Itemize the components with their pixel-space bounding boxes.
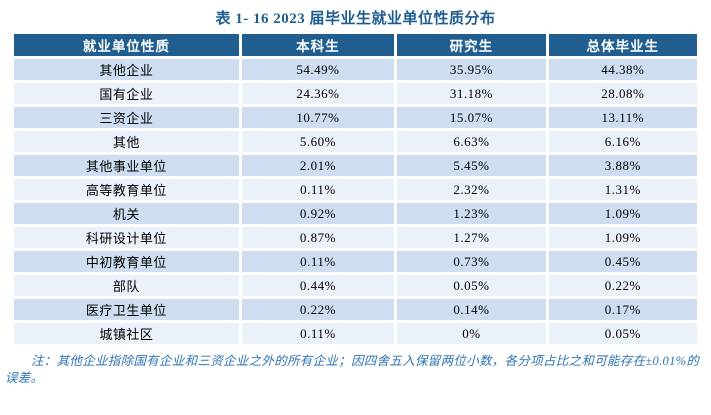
unit-type-cell: 医疗卫生单位	[14, 299, 239, 320]
table-header-row: 就业单位性质 本科生 研究生 总体毕业生	[14, 34, 697, 56]
percentage-cell: 0.92%	[241, 203, 395, 224]
percentage-cell: 0.14%	[397, 299, 546, 320]
percentage-cell: 1.27%	[397, 227, 546, 248]
unit-type-cell: 国有企业	[14, 83, 239, 104]
percentage-cell: 31.18%	[397, 83, 546, 104]
percentage-cell: 0%	[397, 323, 546, 344]
percentage-cell: 0.05%	[397, 275, 546, 296]
percentage-cell: 0.05%	[548, 323, 697, 344]
percentage-cell: 24.36%	[241, 83, 395, 104]
table-row: 机关 0.92% 1.23% 1.09%	[14, 203, 697, 224]
percentage-cell: 0.11%	[241, 179, 395, 200]
percentage-cell: 44.38%	[548, 59, 697, 80]
percentage-cell: 5.60%	[241, 131, 395, 152]
unit-type-cell: 科研设计单位	[14, 227, 239, 248]
percentage-cell: 1.09%	[548, 203, 697, 224]
table-row: 其他 5.60% 6.63% 6.16%	[14, 131, 697, 152]
table-row: 其他企业 54.49% 35.95% 44.38%	[14, 59, 697, 80]
unit-type-cell: 三资企业	[14, 107, 239, 128]
page-title: 表 1- 16 2023 届毕业生就业单位性质分布	[215, 11, 496, 27]
unit-type-cell: 其他事业单位	[14, 155, 239, 176]
percentage-cell: 0.11%	[241, 251, 395, 272]
table-row: 高等教育单位 0.11% 2.32% 1.31%	[14, 179, 697, 200]
percentage-cell: 0.11%	[241, 323, 395, 344]
percentage-cell: 2.32%	[397, 179, 546, 200]
table-row: 城镇社区 0.11% 0% 0.05%	[14, 323, 697, 344]
percentage-cell: 0.87%	[241, 227, 395, 248]
percentage-cell: 15.07%	[397, 107, 546, 128]
percentage-cell: 0.17%	[548, 299, 697, 320]
percentage-cell: 0.44%	[241, 275, 395, 296]
unit-type-cell: 高等教育单位	[14, 179, 239, 200]
percentage-cell: 13.11%	[548, 107, 697, 128]
percentage-cell: 35.95%	[397, 59, 546, 80]
percentage-cell: 1.31%	[548, 179, 697, 200]
unit-type-cell: 其他企业	[14, 59, 239, 80]
percentage-cell: 0.22%	[241, 299, 395, 320]
table-row: 国有企业 24.36% 31.18% 28.08%	[14, 83, 697, 104]
percentage-cell: 5.45%	[397, 155, 546, 176]
percentage-cell: 6.63%	[397, 131, 546, 152]
unit-type-cell: 部队	[14, 275, 239, 296]
unit-type-cell: 机关	[14, 203, 239, 224]
table-row: 其他事业单位 2.01% 5.45% 3.88%	[14, 155, 697, 176]
percentage-cell: 54.49%	[241, 59, 395, 80]
percentage-cell: 6.16%	[548, 131, 697, 152]
employment-unit-table: 就业单位性质 本科生 研究生 总体毕业生 其他企业 54.49% 35.95% 44.…	[11, 31, 700, 347]
percentage-cell: 3.88%	[548, 155, 697, 176]
table-row: 中初教育单位 0.11% 0.73% 0.45%	[14, 251, 697, 272]
column-header-undergraduate: 本科生	[241, 34, 395, 56]
column-header-postgraduate: 研究生	[397, 34, 546, 56]
column-header-overall: 总体毕业生	[548, 34, 697, 56]
table-row: 科研设计单位 0.87% 1.27% 1.09%	[14, 227, 697, 248]
percentage-cell: 28.08%	[548, 83, 697, 104]
percentage-cell: 0.22%	[548, 275, 697, 296]
table-row: 三资企业 10.77% 15.07% 13.11%	[14, 107, 697, 128]
percentage-cell: 2.01%	[241, 155, 395, 176]
percentage-cell: 1.23%	[397, 203, 546, 224]
footnote: 注：其他企业指除国有企业和三资企业之外的所有企业；因四舍五入保留两位小数，各分项…	[5, 354, 700, 385]
percentage-cell: 1.09%	[548, 227, 697, 248]
unit-type-cell: 城镇社区	[14, 323, 239, 344]
table-row: 医疗卫生单位 0.22% 0.14% 0.17%	[14, 299, 697, 320]
table-row: 部队 0.44% 0.05% 0.22%	[14, 275, 697, 296]
table-body: 其他企业 54.49% 35.95% 44.38% 国有企业 24.36% 31.18% 28…	[14, 59, 697, 344]
percentage-cell: 0.45%	[548, 251, 697, 272]
column-header-unit-type: 就业单位性质	[14, 34, 239, 56]
percentage-cell: 0.73%	[397, 251, 546, 272]
unit-type-cell: 中初教育单位	[14, 251, 239, 272]
table-header: 就业单位性质 本科生 研究生 总体毕业生	[14, 34, 697, 56]
percentage-cell: 10.77%	[241, 107, 395, 128]
unit-type-cell: 其他	[14, 131, 239, 152]
